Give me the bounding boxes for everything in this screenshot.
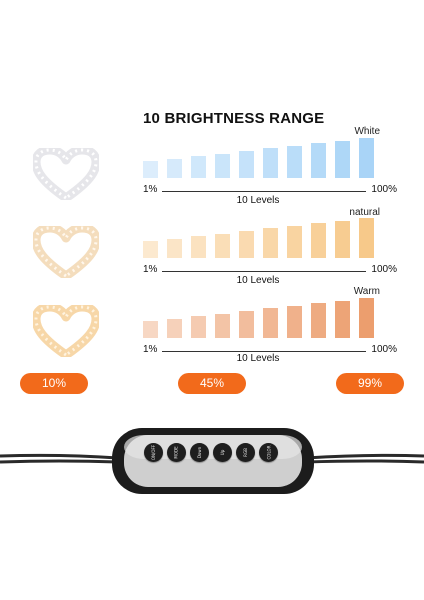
cable-right-2 xyxy=(305,459,424,464)
color-button[interactable]: COLOR xyxy=(259,443,278,462)
rgb-button[interactable]: RGB xyxy=(236,443,255,462)
brightness-bar xyxy=(287,306,302,338)
brightness-bar xyxy=(359,138,374,178)
brightness-bar xyxy=(311,223,326,258)
levels-label-natural: 10 Levels xyxy=(236,275,280,286)
brightness-bar xyxy=(239,231,254,258)
brightness-bar xyxy=(143,161,158,178)
brightness-bar xyxy=(263,148,278,178)
mode-label-natural: natural xyxy=(349,207,380,218)
brightness-bar xyxy=(215,154,230,178)
brightness-bar xyxy=(263,228,278,258)
heart-light-natural-icon xyxy=(33,226,99,278)
mode-icon: MODE xyxy=(174,446,179,459)
brightness-bar xyxy=(239,151,254,178)
brightness-bars-warm xyxy=(143,298,383,338)
levels-label-warm: 10 Levels xyxy=(236,353,280,364)
brightness-bar xyxy=(143,321,158,338)
brightness-bar xyxy=(167,159,182,178)
brightness-bar xyxy=(287,146,302,178)
percent-badge-low: 10% xyxy=(20,373,88,394)
rgb-icon: RGB xyxy=(243,448,248,457)
cable-right xyxy=(305,453,424,460)
brightness-bar xyxy=(191,316,206,338)
brightness-bar xyxy=(143,241,158,258)
scale-line-white xyxy=(162,191,366,192)
scale-line-warm xyxy=(162,351,366,352)
chevron-down-button[interactable]: Down xyxy=(190,443,209,462)
page-title: 10 BRIGHTNESS RANGE xyxy=(143,110,325,127)
brightness-bar xyxy=(287,226,302,258)
brightness-bar xyxy=(191,236,206,258)
brightness-bar xyxy=(359,298,374,338)
heart-light-white-icon xyxy=(33,148,99,200)
brightness-bar xyxy=(335,301,350,338)
brightness-bar xyxy=(167,319,182,338)
scale-min-white: 1% xyxy=(143,184,158,195)
brightness-bar xyxy=(311,303,326,338)
chevron-down-icon: Down xyxy=(197,446,202,459)
power-button[interactable]: ON/OFF xyxy=(144,443,163,462)
brightness-bar xyxy=(239,311,254,338)
cable-left xyxy=(0,453,119,460)
brightness-bar xyxy=(215,314,230,338)
brightness-bar xyxy=(191,156,206,178)
mode-button[interactable]: MODE xyxy=(167,443,186,462)
scale-max-warm: 100% xyxy=(371,344,397,355)
percent-badge-high: 99% xyxy=(336,373,404,394)
brightness-bar xyxy=(263,308,278,338)
color-icon: COLOR xyxy=(266,445,271,460)
brightness-bars-natural xyxy=(143,218,383,258)
cable-left-2 xyxy=(0,459,119,464)
scale-max-white: 100% xyxy=(371,184,397,195)
scale-line-natural xyxy=(162,271,366,272)
heart-light-warm-icon xyxy=(33,305,99,357)
brightness-bar xyxy=(335,141,350,178)
scale-min-warm: 1% xyxy=(143,344,158,355)
brightness-bar xyxy=(215,234,230,258)
brightness-bars-white xyxy=(143,138,383,178)
levels-label-white: 10 Levels xyxy=(236,195,280,206)
power-icon: ON/OFF xyxy=(151,444,156,461)
chevron-up-icon: Up xyxy=(220,449,225,456)
scale-row-warm: 1% 100% xyxy=(143,344,397,358)
brightness-bar xyxy=(359,218,374,258)
brightness-bar xyxy=(167,239,182,258)
brightness-bar xyxy=(311,143,326,178)
scale-min-natural: 1% xyxy=(143,264,158,275)
scale-row-natural: 1% 100% xyxy=(143,264,397,278)
scale-row-white: 1% 100% xyxy=(143,184,397,198)
scale-max-natural: 100% xyxy=(371,264,397,275)
mode-label-white: White xyxy=(354,126,380,137)
percent-badge-mid: 45% xyxy=(178,373,246,394)
mode-label-warm: Warm xyxy=(353,286,380,297)
brightness-bar xyxy=(335,221,350,258)
chevron-up-button[interactable]: Up xyxy=(213,443,232,462)
controller-buttons: ON/OFF MODE Down Up RGB COLOR xyxy=(0,420,424,500)
